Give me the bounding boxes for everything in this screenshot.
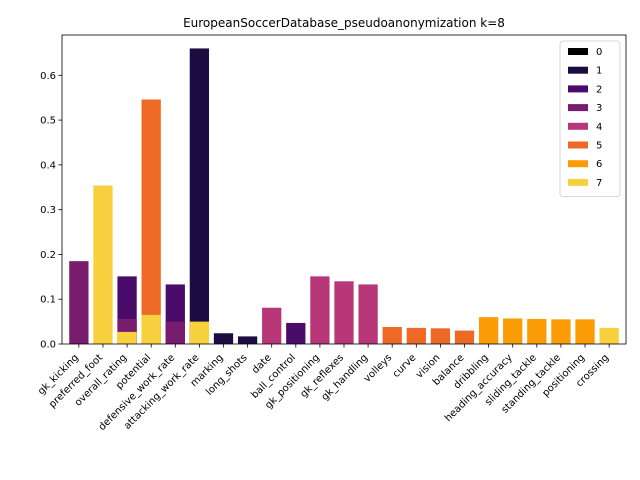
axes-layer: 0.00.10.20.30.40.50.6gk_kickingpreferred… xyxy=(36,34,627,433)
legend-label-4: 4 xyxy=(596,122,602,133)
legend-swatch-7 xyxy=(568,178,588,186)
x-tick-label: curve xyxy=(391,352,419,380)
legend-label-7: 7 xyxy=(596,178,602,189)
legend-box xyxy=(559,40,621,198)
y-tick-label: 0.5 xyxy=(40,116,56,127)
bar-series-4-gk_positioning xyxy=(310,276,330,344)
bar-series-6-positioning xyxy=(575,319,595,344)
bar-series-1-long_shots xyxy=(237,336,258,344)
bar-series-5-vision xyxy=(430,328,451,344)
legend-swatch-3 xyxy=(568,104,588,112)
bar-series-6-sliding_tackle xyxy=(527,318,547,344)
legend-swatch-4 xyxy=(568,122,588,130)
bar-series-7-potential xyxy=(141,314,161,344)
bar-series-7-preferred_foot xyxy=(93,185,113,344)
legend-label-2: 2 xyxy=(596,84,602,95)
y-tick-label: 0.3 xyxy=(40,205,56,216)
bar-series-5-balance xyxy=(454,330,475,344)
legend-swatch-5 xyxy=(568,141,588,149)
legend: 0 1 2 3 4 5 6 7 xyxy=(559,40,621,198)
y-tick-label: 0.6 xyxy=(40,71,56,82)
legend-swatch-0 xyxy=(568,48,588,55)
legend-swatch-1 xyxy=(568,66,588,74)
legend-swatch-2 xyxy=(568,85,588,93)
bar-series-3-defensive_work_rate xyxy=(165,321,185,344)
bar-series-5-curve xyxy=(406,327,426,344)
bars-layer xyxy=(69,48,619,344)
legend-label-0: 0 xyxy=(596,47,602,58)
y-tick-label: 0.1 xyxy=(40,295,56,306)
legend-label-3: 3 xyxy=(596,103,602,114)
bar-series-1-marking xyxy=(213,333,234,344)
bar-series-2-ball_control xyxy=(286,322,306,344)
y-tick-label: 0.4 xyxy=(40,160,56,171)
bar-series-6-standing_tackle xyxy=(551,319,571,344)
legend-label-6: 6 xyxy=(596,159,602,170)
bar-series-7-crossing xyxy=(599,327,619,344)
legend-label-1: 1 xyxy=(596,66,602,77)
bar-series-7-overall_rating xyxy=(117,331,137,344)
legend-swatch-6 xyxy=(568,160,588,168)
bar-series-4-date xyxy=(262,307,282,344)
chart-title: EuropeanSoccerDatabase_pseudoanonymizati… xyxy=(183,16,505,30)
y-tick-label: 0.0 xyxy=(40,340,56,351)
bar-series-6-dribbling xyxy=(478,317,499,344)
bar-series-6-heading_accuracy xyxy=(503,318,523,344)
bar-series-4-gk_reflexes xyxy=(334,281,354,344)
legend-label-5: 5 xyxy=(596,141,602,152)
bar-series-5-volleys xyxy=(382,326,402,344)
bar-series-4-gk_handling xyxy=(358,284,378,344)
bar-series-3-gk_kicking xyxy=(69,261,89,344)
bar-series-7-attacking_work_rate xyxy=(189,321,210,344)
bar-series-1-attacking_work_rate xyxy=(189,48,210,344)
bar-series-5-potential xyxy=(141,99,161,344)
y-tick-label: 0.2 xyxy=(40,250,56,261)
